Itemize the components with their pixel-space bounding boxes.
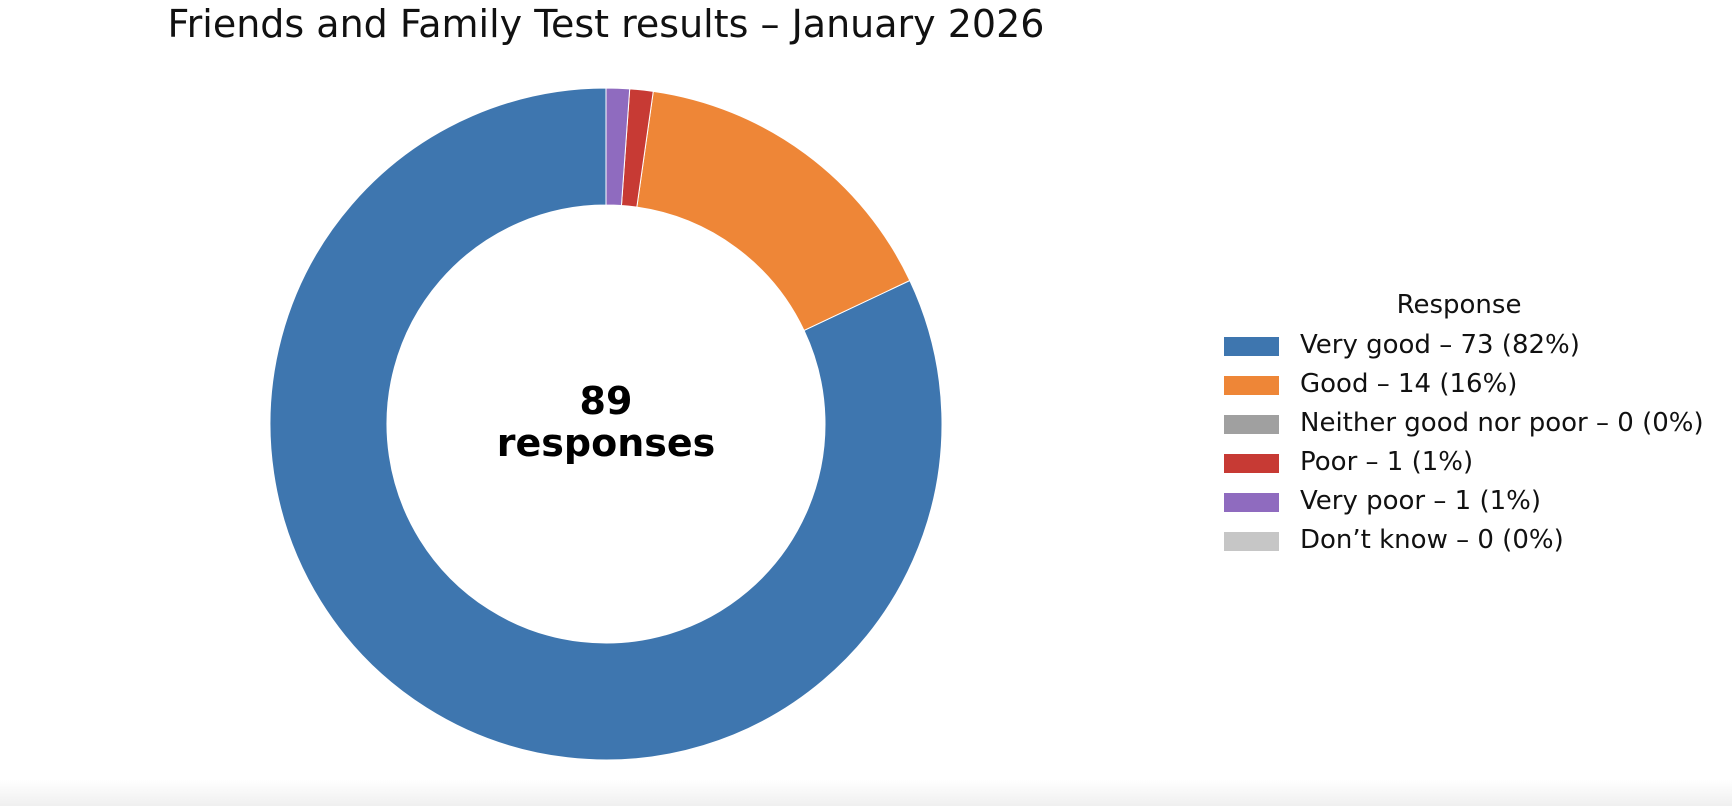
legend-label-good: Good – 14 (16%) xyxy=(1300,369,1518,399)
center-total-label: 89 xyxy=(580,379,633,423)
legend-swatch-good xyxy=(1224,376,1279,395)
donut-chart: 89 responses xyxy=(269,87,943,761)
legend-label-neither-good-nor-poor: Neither good nor poor – 0 (0%) xyxy=(1300,408,1704,438)
legend-label-poor: Poor – 1 (1%) xyxy=(1300,447,1474,477)
legend-swatch-very-good xyxy=(1224,337,1279,356)
donut-slice-good xyxy=(636,90,911,332)
legend-swatch-poor xyxy=(1224,454,1279,473)
donut-slice-very-poor xyxy=(605,87,631,207)
donut-slices xyxy=(269,87,943,761)
legend-label-very-poor: Very poor – 1 (1%) xyxy=(1300,486,1541,516)
legend-label-don-t-know: Don’t know – 0 (0%) xyxy=(1300,525,1564,555)
legend-swatch-neither-good-nor-poor xyxy=(1224,415,1279,434)
center-responses-label: responses xyxy=(497,421,716,465)
bottom-fade xyxy=(0,780,1732,806)
legend-swatch-don-t-know xyxy=(1224,532,1279,551)
legend-swatch-very-poor xyxy=(1224,493,1279,512)
legend-title: Response xyxy=(1396,290,1522,320)
donut-slice-very-good xyxy=(269,87,943,761)
legend-label-very-good: Very good – 73 (82%) xyxy=(1300,330,1580,360)
chart-title: Friends and Family Test results – Januar… xyxy=(167,2,1045,46)
